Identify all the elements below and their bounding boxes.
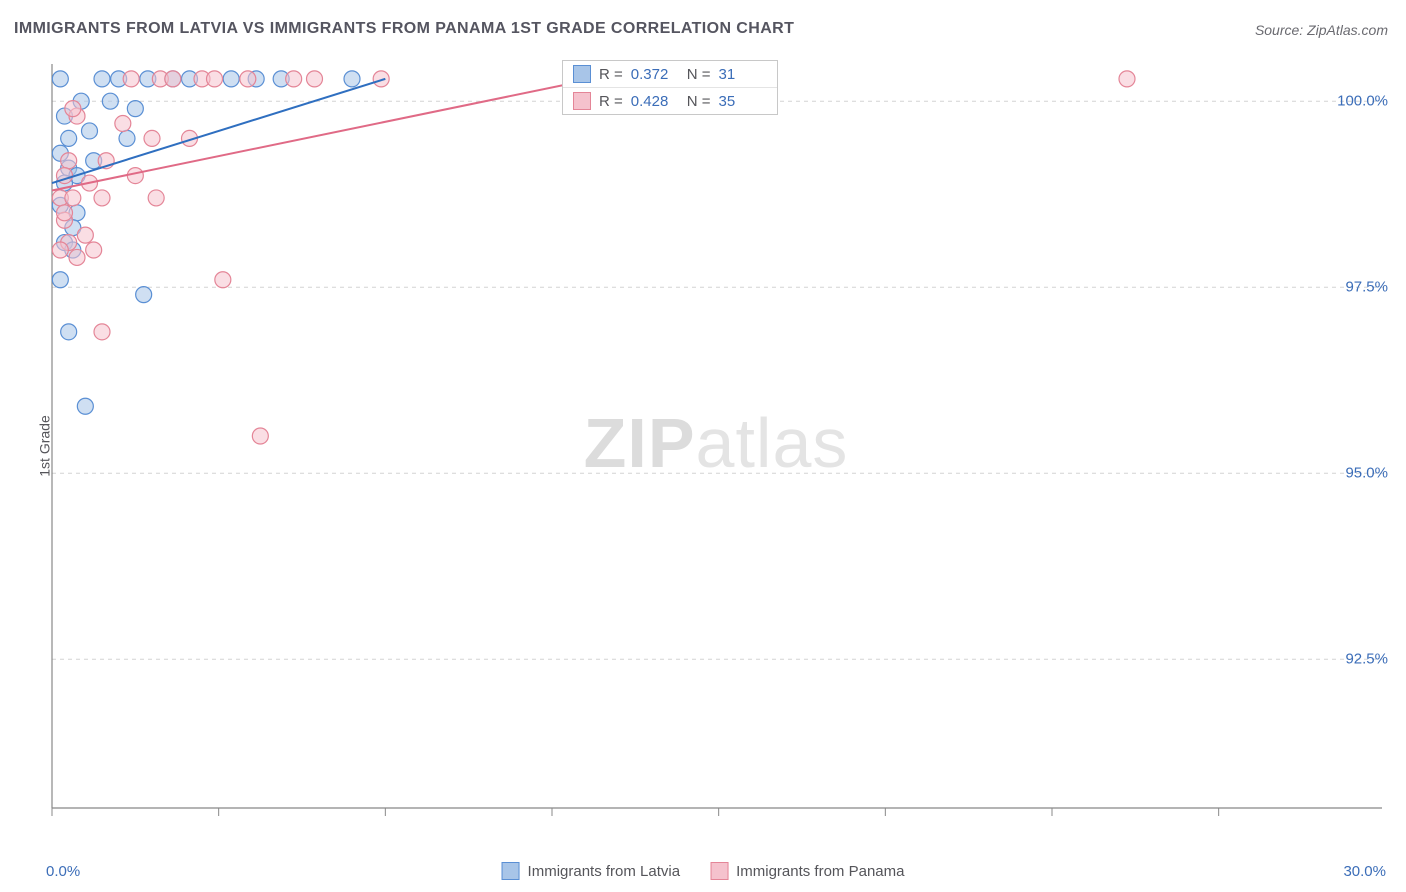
chart-container: IMMIGRANTS FROM LATVIA VS IMMIGRANTS FRO… — [0, 0, 1406, 892]
stats-n-label: N = — [687, 66, 711, 83]
stats-r-label: R = — [599, 66, 623, 83]
stats-swatch — [573, 65, 591, 83]
stats-r-value: 0.372 — [631, 66, 679, 83]
source-attribution: Source: ZipAtlas.com — [1255, 22, 1388, 38]
bottom-legend: Immigrants from Latvia Immigrants from P… — [502, 862, 905, 880]
plot-area: ZIPatlas — [46, 58, 1386, 828]
stats-row: R = 0.428 N = 35 — [563, 88, 777, 114]
scatter-svg — [46, 58, 1386, 828]
correlation-stats-box: R = 0.372 N = 31 R = 0.428 N = 35 — [562, 60, 778, 115]
x-axis-min-label: 0.0% — [46, 863, 80, 880]
stats-r-label: R = — [599, 93, 623, 110]
x-axis-max-label: 30.0% — [1343, 863, 1386, 880]
stats-swatch — [573, 92, 591, 110]
stats-n-value: 35 — [719, 93, 767, 110]
y-tick-label: 97.5% — [1345, 279, 1388, 296]
legend-label-latvia: Immigrants from Latvia — [528, 863, 681, 880]
stats-row: R = 0.372 N = 31 — [563, 61, 777, 88]
legend-swatch-panama — [710, 862, 728, 880]
y-tick-label: 92.5% — [1345, 651, 1388, 668]
y-tick-label: 100.0% — [1337, 93, 1388, 110]
legend-item-panama: Immigrants from Panama — [710, 862, 904, 880]
stats-r-value: 0.428 — [631, 93, 679, 110]
legend-item-latvia: Immigrants from Latvia — [502, 862, 681, 880]
y-tick-label: 95.0% — [1345, 465, 1388, 482]
stats-n-label: N = — [687, 93, 711, 110]
stats-n-value: 31 — [719, 66, 767, 83]
legend-swatch-latvia — [502, 862, 520, 880]
legend-label-panama: Immigrants from Panama — [736, 863, 904, 880]
chart-title: IMMIGRANTS FROM LATVIA VS IMMIGRANTS FRO… — [14, 20, 794, 38]
